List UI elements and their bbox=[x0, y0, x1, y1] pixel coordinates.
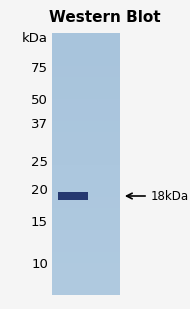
Text: 18kDa: 18kDa bbox=[151, 189, 189, 202]
Text: 50: 50 bbox=[31, 94, 48, 107]
Text: 20: 20 bbox=[31, 184, 48, 197]
Text: kDa: kDa bbox=[22, 32, 48, 44]
Text: 10: 10 bbox=[31, 259, 48, 272]
Text: 37: 37 bbox=[31, 118, 48, 132]
Text: 75: 75 bbox=[31, 61, 48, 74]
Bar bbox=[58, 192, 88, 200]
Text: 25: 25 bbox=[31, 156, 48, 170]
Text: Western Blot: Western Blot bbox=[49, 11, 160, 26]
Text: 15: 15 bbox=[31, 215, 48, 228]
